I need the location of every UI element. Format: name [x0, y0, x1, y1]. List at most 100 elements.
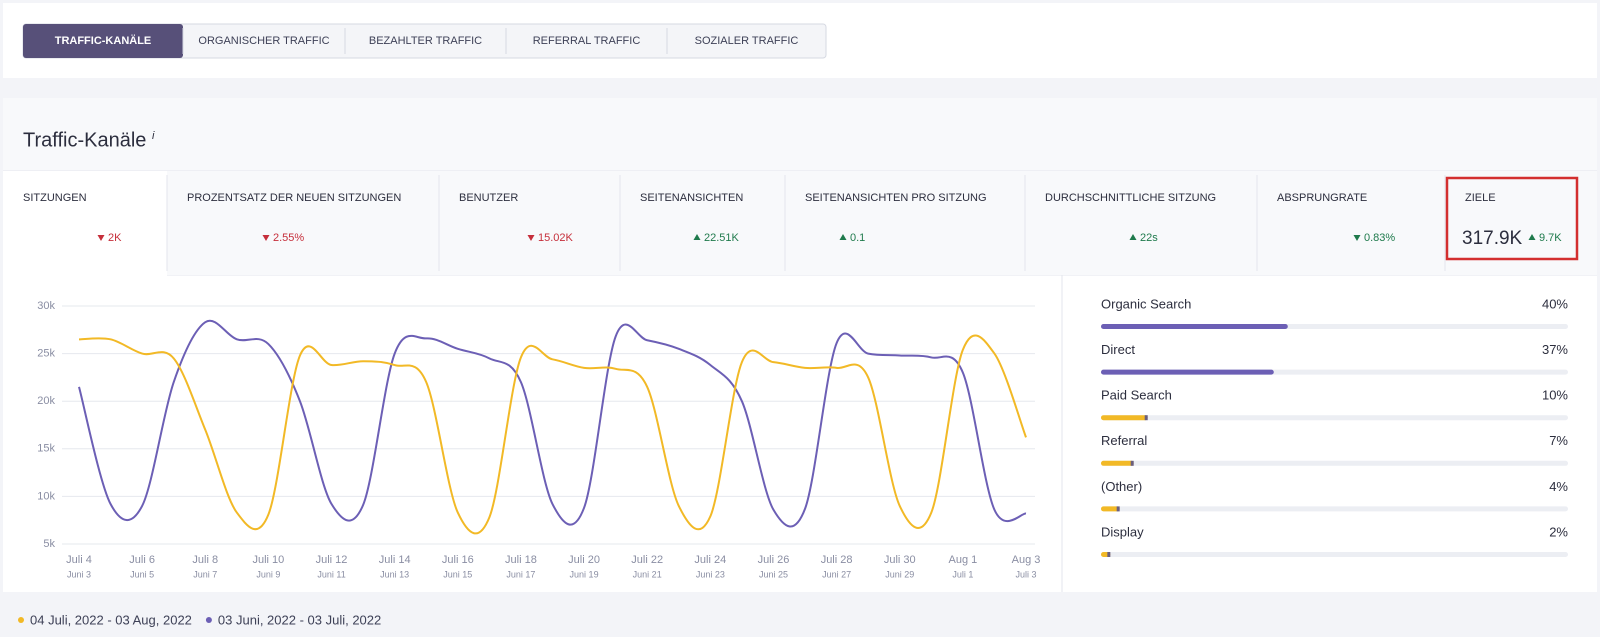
bar-track [1101, 552, 1568, 557]
x-tick-sublabel: Juni 27 [822, 569, 851, 579]
metric-cell[interactable] [1445, 171, 1597, 275]
x-tick-label: Juli 6 [129, 554, 155, 566]
metric-value: 317.9K [1462, 228, 1523, 249]
bar-tip [1144, 415, 1148, 421]
channel-name: (Other) [1101, 479, 1142, 494]
y-tick-label: 15k [37, 443, 55, 455]
metric-cell[interactable] [3, 171, 167, 275]
bar-track [1101, 415, 1568, 421]
metric-change: 2K [108, 232, 122, 244]
metric-change: 0.83% [1364, 232, 1395, 244]
channel-share: 40% [1542, 296, 1568, 311]
metric-cell[interactable] [167, 171, 439, 275]
trend-arrow [839, 234, 847, 240]
section-title: Traffic-Kanäle [23, 129, 146, 151]
metric-cell[interactable] [785, 171, 1025, 275]
tab-label[interactable]: BEZAHLTER TRAFFIC [369, 35, 482, 47]
x-tick-label: Juli 14 [379, 554, 411, 566]
x-tick-label: Aug 3 [1012, 554, 1041, 566]
metric-change: 22.51K [704, 232, 740, 244]
trend-arrow [693, 234, 701, 240]
y-tick-label: 5k [43, 538, 55, 550]
x-tick-sublabel: Juni 17 [506, 569, 535, 579]
metric-change: 0.1 [850, 232, 865, 244]
x-tick-sublabel: Juni 25 [759, 569, 788, 579]
info-icon[interactable]: i [152, 130, 155, 142]
metric-cell[interactable] [620, 171, 785, 275]
bar-tip [1107, 552, 1111, 557]
x-tick-sublabel: Juni 13 [380, 569, 409, 579]
tab[interactable] [23, 24, 183, 58]
channel-bar [1101, 460, 1134, 466]
metric-label: SEITENANSICHTEN PRO SITZUNG [805, 192, 987, 204]
channel-share: 7% [1549, 433, 1568, 448]
x-tick-label: Juli 24 [694, 554, 726, 566]
channel-share: 37% [1542, 342, 1568, 357]
channel-name: Display [1101, 524, 1144, 539]
trend-arrow [262, 235, 270, 241]
legend-swatch [205, 617, 212, 623]
x-tick-sublabel: Juni 9 [256, 569, 280, 579]
metric-cell[interactable] [1025, 171, 1257, 275]
channel-share: 2% [1549, 524, 1568, 539]
x-tick-label: Juli 10 [253, 554, 285, 566]
channel-bar [1101, 369, 1274, 375]
metric-label: BENUTZER [459, 192, 518, 204]
channel-share: 4% [1549, 479, 1568, 494]
tab-label[interactable]: ORGANISCHER TRAFFIC [198, 35, 329, 47]
metric-change: 22s [1140, 232, 1158, 244]
tab-label[interactable]: TRAFFIC-KANÄLE [55, 34, 152, 47]
channel-name: Paid Search [1101, 388, 1172, 403]
legend-label: 04 Juli, 2022 - 03 Aug, 2022 [30, 612, 192, 627]
x-tick-label: Juli 18 [505, 554, 537, 566]
x-tick-label: Juli 16 [442, 554, 474, 566]
channel-bar [1101, 324, 1288, 329]
metric-label: PROZENTSATZ DER NEUEN SITZUNGEN [187, 192, 401, 204]
legend-swatch [18, 617, 24, 623]
bar-track [1101, 506, 1568, 512]
x-tick-sublabel: Juni 7 [193, 569, 217, 579]
trend-arrow [97, 235, 105, 241]
y-tick-label: 10k [37, 490, 55, 502]
x-tick-label: Juli 12 [316, 554, 348, 566]
x-tick-sublabel: Juni 19 [570, 569, 599, 579]
x-tick-label: Juli 26 [758, 554, 790, 566]
bar-tip [1116, 506, 1120, 512]
legend-label: 03 Juni, 2022 - 03 Juli, 2022 [218, 612, 381, 627]
metric-label: SITZUNGEN [23, 192, 87, 204]
channel-name: Referral [1101, 433, 1147, 448]
bar-track [1101, 460, 1568, 466]
x-tick-label: Juli 8 [192, 554, 218, 566]
metric-cell[interactable] [1257, 171, 1445, 275]
metric-change: 2.55% [273, 232, 304, 244]
x-tick-sublabel: Juni 15 [443, 569, 472, 579]
trend-arrow [527, 235, 535, 241]
y-tick-label: 25k [37, 348, 55, 360]
trend-arrow [1353, 235, 1361, 241]
channel-bar [1101, 506, 1120, 512]
x-tick-label: Juli 4 [66, 554, 92, 566]
tab-label[interactable]: SOZIALER TRAFFIC [695, 35, 799, 47]
series-line [78, 334, 1027, 535]
metric-label: ZIELE [1465, 192, 1496, 204]
x-tick-sublabel: Juni 5 [130, 569, 154, 579]
metric-cell[interactable] [439, 171, 620, 275]
x-tick-sublabel: Juni 11 [317, 569, 345, 579]
x-tick-sublabel: Juni 23 [696, 569, 725, 579]
x-tick-sublabel: Juni 21 [633, 569, 662, 579]
trend-arrow [1528, 234, 1536, 240]
x-tick-label: Juli 20 [568, 554, 600, 566]
metric-change: 9.7K [1539, 232, 1562, 244]
metric-label: SEITENANSICHTEN [640, 192, 743, 204]
channel-name: Direct [1101, 342, 1135, 357]
tab-label[interactable]: REFERRAL TRAFFIC [533, 35, 641, 47]
bar-tip [1130, 460, 1134, 466]
trend-arrow [1129, 234, 1137, 240]
series-line [78, 319, 1027, 528]
x-tick-label: Juli 28 [821, 554, 853, 566]
x-tick-label: Juli 22 [631, 554, 663, 566]
x-tick-label: Juli 30 [884, 554, 916, 566]
highlight-box [1445, 176, 1579, 261]
y-tick-label: 20k [37, 395, 55, 407]
